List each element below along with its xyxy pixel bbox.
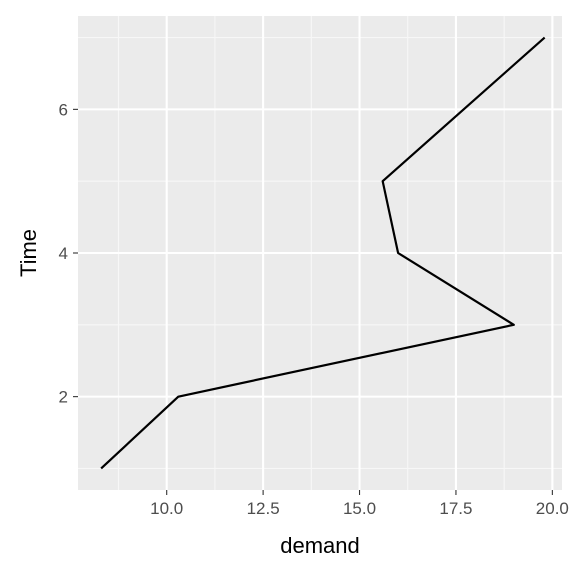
y-axis: 2 4 6 <box>59 100 78 407</box>
x-tick-label: 20.0 <box>536 499 569 518</box>
x-axis-title: demand <box>280 533 360 558</box>
x-tick-label: 10.0 <box>150 499 183 518</box>
series-layer <box>100 36 546 470</box>
major-gridlines <box>78 16 562 490</box>
y-tick-label: 6 <box>59 100 68 119</box>
y-tick-label: 2 <box>59 388 68 407</box>
y-axis-title: Time <box>16 229 41 277</box>
x-tick-label: 12.5 <box>247 499 280 518</box>
x-tick-label: 15.0 <box>343 499 376 518</box>
series-line <box>100 36 546 470</box>
y-tick-label: 4 <box>59 244 68 263</box>
x-axis: 10.0 12.5 15.0 17.5 20.0 <box>150 490 569 518</box>
x-tick-label: 17.5 <box>439 499 472 518</box>
